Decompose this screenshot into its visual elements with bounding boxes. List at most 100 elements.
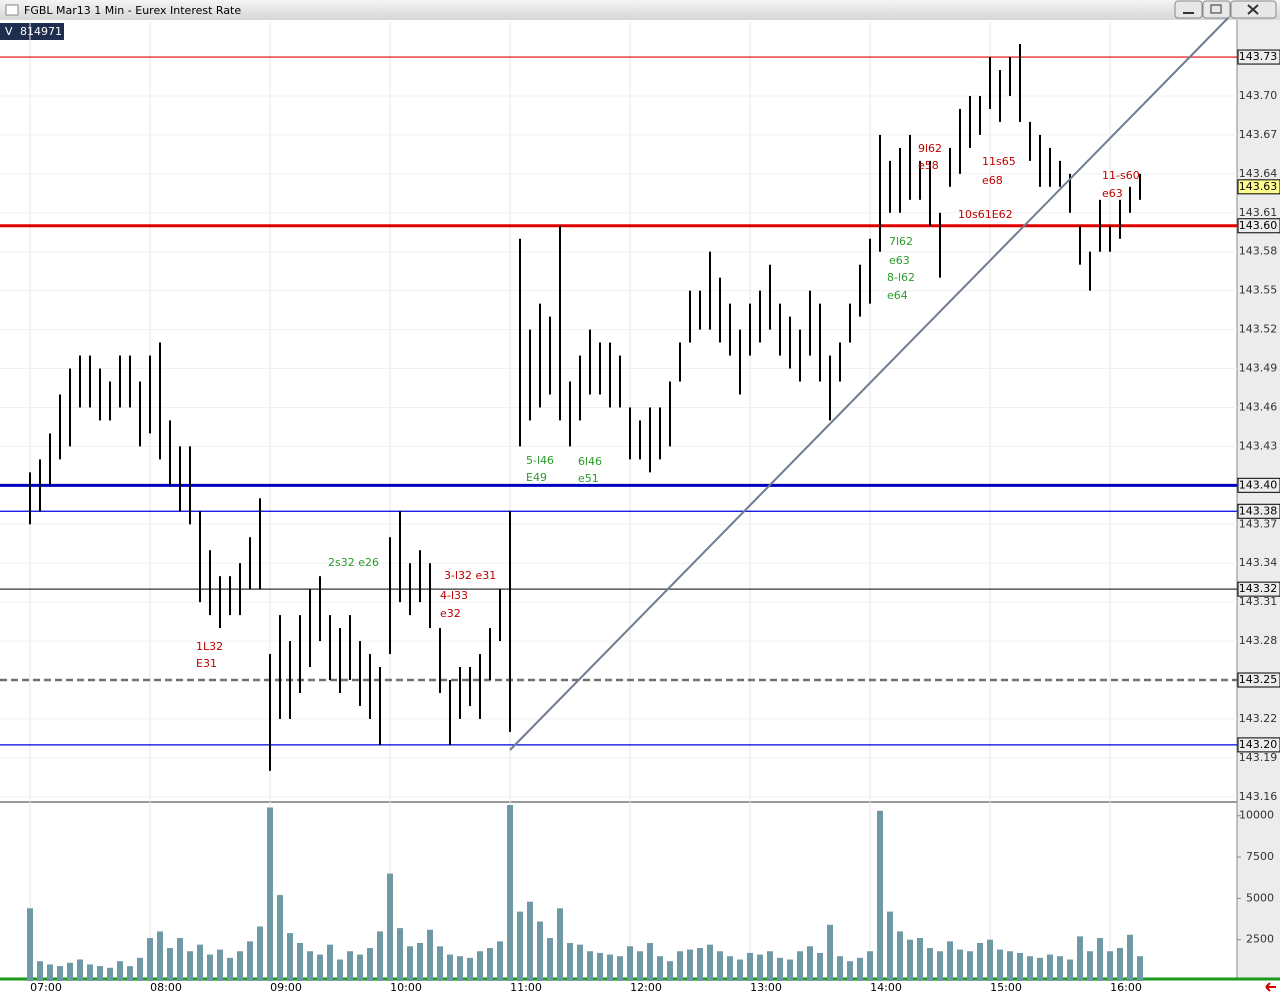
volume-bar (317, 954, 323, 981)
volume-bar (987, 939, 993, 981)
annotation: 3-l32 e31 (444, 569, 496, 582)
volume-bar (277, 895, 283, 981)
volume-bar (647, 942, 653, 981)
annotation: e63 (889, 254, 910, 267)
volume-bar (707, 944, 713, 981)
volume-bar (67, 962, 73, 981)
annotation: 11s65 (982, 155, 1016, 168)
last-price-label: 143.63 (1239, 180, 1278, 193)
volume-bar (957, 949, 963, 981)
level-label-box (1237, 737, 1280, 753)
maximize-icon (1210, 4, 1222, 14)
volume-bar (597, 952, 603, 981)
volume-bar (677, 951, 683, 981)
volume-bar (947, 941, 953, 981)
volume-bar (797, 951, 803, 981)
scroll-arrow[interactable] (1265, 982, 1276, 992)
annotation: 11-s60 (1102, 169, 1140, 182)
annotation: 1L32 (196, 640, 223, 653)
maximize-button[interactable] (1202, 0, 1231, 19)
volume-bar (827, 924, 833, 981)
volume-bar (557, 908, 563, 981)
volume-bar (537, 921, 543, 981)
volume-bar (487, 947, 493, 981)
volume-bar (627, 946, 633, 981)
annotation: E31 (196, 657, 217, 670)
volume-bar (617, 956, 623, 981)
volume-bar (1047, 954, 1053, 981)
volume-bar (1037, 957, 1043, 981)
volume-label: V (5, 25, 13, 38)
volume-bar (1057, 956, 1063, 981)
volume-bar (117, 961, 123, 981)
y-tick-label: 143.55 (1239, 284, 1278, 297)
volume-bar (637, 951, 643, 981)
volume-bar (1027, 956, 1033, 981)
volume-bar (767, 951, 773, 981)
volume-bar (457, 956, 463, 981)
level-label: 143.60 (1239, 219, 1278, 232)
annotation: e58 (918, 159, 939, 172)
volume-bar (757, 954, 763, 981)
volume-bar (857, 957, 863, 981)
volume-bar (1077, 936, 1083, 981)
volume-bar (907, 939, 913, 981)
volume-bar (157, 931, 163, 981)
y-tick-label: 143.16 (1239, 790, 1278, 803)
volume-bar (877, 810, 883, 981)
volume-badge (0, 23, 64, 40)
volume-bar (307, 951, 313, 981)
y-tick-label: 143.61 (1239, 206, 1278, 219)
level-label: 143.32 (1239, 582, 1278, 595)
volume-bar (1137, 956, 1143, 981)
volume-bar (547, 938, 553, 981)
y-tick-label: 143.37 (1239, 517, 1278, 530)
volume-bar (347, 951, 353, 981)
y-tick-label: 143.64 (1239, 167, 1278, 180)
y2-tick-label: 2500 (1246, 933, 1274, 946)
volume-bar (607, 954, 613, 981)
y-tick-label: 143.52 (1239, 323, 1278, 336)
volume-bar (1007, 951, 1013, 981)
volume-bar (697, 947, 703, 981)
volume-bar (1127, 934, 1133, 981)
level-label-box (1237, 672, 1280, 688)
level-label: 143.73 (1239, 50, 1278, 63)
volume-bar (657, 956, 663, 981)
volume-bar (997, 949, 1003, 981)
volume-bar (1107, 951, 1113, 981)
y-tick-label: 143.46 (1239, 400, 1278, 413)
volume-bar (737, 959, 743, 981)
x-tick-label: 15:00 (990, 981, 1022, 994)
volume-bar (77, 959, 83, 981)
level-label: 143.38 (1239, 504, 1278, 517)
x-tick-label: 11:00 (510, 981, 542, 994)
volume-bar (177, 938, 183, 981)
volume-bar (477, 951, 483, 981)
level-label: 143.25 (1239, 673, 1278, 686)
volume-bar (227, 957, 233, 981)
volume-bar (387, 873, 393, 981)
volume-bar (337, 959, 343, 981)
annotation: e63 (1102, 187, 1123, 200)
close-icon (1247, 4, 1259, 15)
y-tick-label: 143.70 (1239, 89, 1278, 102)
x-tick-label: 12:00 (630, 981, 662, 994)
annotation: 4-l33 (440, 589, 468, 602)
x-tick-label: 08:00 (150, 981, 182, 994)
volume-bar (267, 807, 273, 981)
volume-bar (57, 966, 63, 981)
volume-bar (777, 957, 783, 981)
volume-bar (507, 805, 513, 981)
volume-bar (867, 951, 873, 981)
volume-bar (397, 928, 403, 981)
volume-bar (717, 951, 723, 981)
volume-bar (1087, 951, 1093, 981)
volume-bar (527, 901, 533, 981)
volume-bar (367, 947, 373, 981)
annotation: e64 (887, 289, 908, 302)
annotation: 10s61E62 (958, 208, 1013, 221)
level-label: 143.20 (1239, 738, 1278, 751)
minimize-button[interactable] (1174, 0, 1203, 19)
